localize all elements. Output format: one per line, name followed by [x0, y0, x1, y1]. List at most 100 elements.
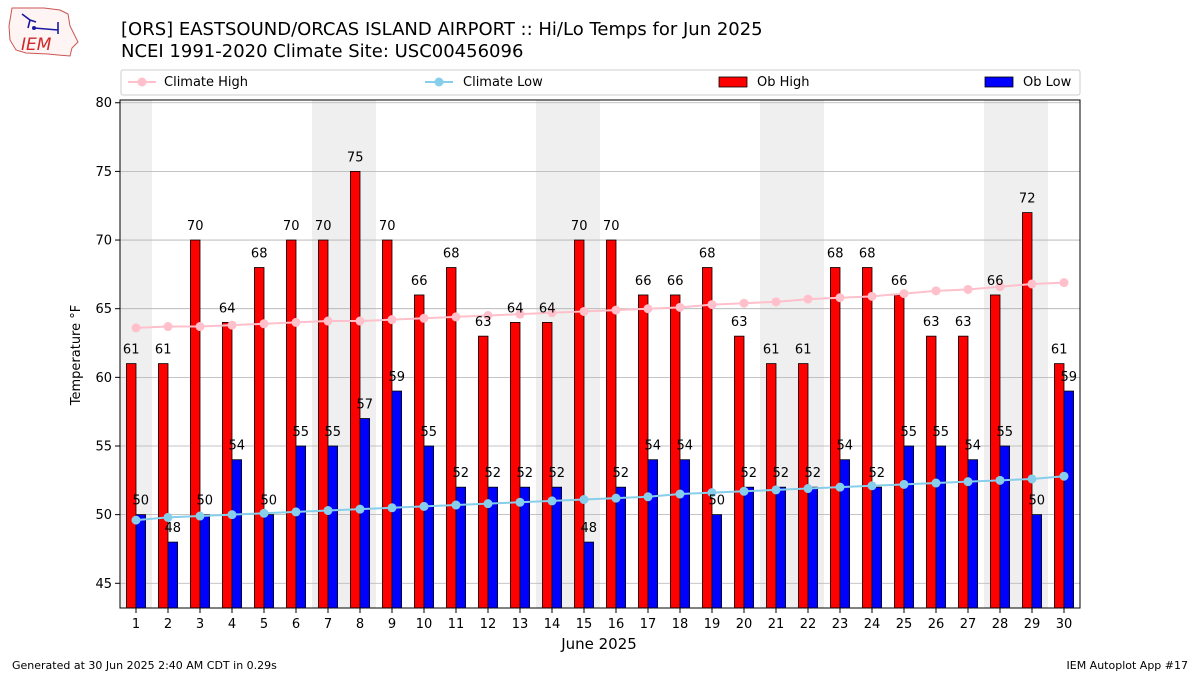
climate-high-point-day-14	[547, 308, 557, 318]
x-tick-label-29: 29	[1024, 617, 1041, 632]
climate-high-point-day-8	[355, 316, 365, 326]
ob-low-bar-day-2	[167, 541, 179, 609]
chart-title: [ORS] EASTSOUND/ORCAS ISLAND AIRPORT :: …	[121, 19, 763, 40]
ob-low-label-day-6: 55	[293, 425, 310, 440]
ob-high-bar-day-29	[1022, 212, 1033, 609]
ob-low-label-day-22: 52	[805, 466, 822, 481]
ob-high-bar-day-24	[862, 267, 873, 609]
climate-high-point-day-6	[291, 317, 301, 327]
legend-ob-low-swatch	[984, 76, 1014, 88]
x-tick-label-23: 23	[832, 617, 849, 632]
climate-high-point-day-17	[643, 304, 653, 314]
climate-low-point-day-4	[227, 510, 237, 520]
ob-low-bar-day-1	[135, 514, 147, 609]
ob-high-label-day-26: 63	[923, 315, 940, 330]
ob-low-bar-day-19	[711, 514, 723, 609]
climate-high-point-day-27	[963, 284, 973, 294]
climate-high-point-day-23	[835, 293, 845, 303]
ob-high-label-day-5: 68	[251, 247, 268, 262]
ob-low-bar-day-29	[1031, 514, 1043, 609]
climate-low-point-day-3	[195, 511, 205, 521]
iem-logo: IEM	[8, 7, 79, 57]
legend-climate-low-label: Climate Low	[463, 75, 543, 90]
climate-low-point-day-18	[675, 489, 685, 499]
y-tick-label-80: 80	[95, 96, 112, 111]
x-tick-label-1: 1	[132, 617, 140, 632]
climate-low-point-day-20	[739, 486, 749, 496]
climate-low-point-day-1	[131, 515, 141, 525]
climate-high-point-day-11	[451, 312, 461, 322]
climate-high-point-day-1	[131, 323, 141, 333]
y-tick-label-55: 55	[95, 439, 112, 454]
ob-low-bar-day-9	[391, 390, 403, 609]
ob-low-label-day-28: 55	[997, 425, 1014, 440]
ob-high-label-day-4: 64	[219, 301, 236, 316]
y-axis-label: Temperature °F	[69, 305, 84, 406]
climate-low-point-day-21	[771, 485, 781, 495]
climate-high-point-day-21	[771, 297, 781, 307]
ob-high-label-day-28: 66	[987, 274, 1004, 289]
ob-low-bar-day-26	[935, 445, 947, 609]
x-tick-label-9: 9	[388, 617, 396, 632]
ob-low-label-day-4: 54	[229, 439, 246, 454]
climate-high-point-day-5	[259, 319, 269, 329]
legend-climate-low: Climate Low	[425, 75, 543, 90]
climate-low-point-day-6	[291, 507, 301, 517]
ob-low-label-day-24: 52	[869, 466, 886, 481]
climate-low-point-day-11	[451, 500, 461, 510]
x-tick-label-30: 30	[1056, 617, 1073, 632]
ob-low-bar-day-6	[295, 445, 307, 609]
climate-high-line	[135, 281, 1065, 329]
climate-low-point-day-24	[867, 481, 877, 491]
ob-high-bar-day-30	[1054, 363, 1065, 609]
ob-low-label-day-25: 55	[901, 425, 918, 440]
climate-low-point-day-7	[323, 506, 333, 516]
ob-high-bar-day-27	[958, 335, 969, 609]
chart-subtitle: NCEI 1991-2020 Climate Site: USC00456096	[121, 41, 523, 62]
climate-low-point-day-27	[963, 477, 973, 487]
climate-low-point-day-15	[579, 495, 589, 505]
climate-high-point-day-20	[739, 298, 749, 308]
ob-high-label-day-22: 61	[795, 343, 812, 358]
ob-high-label-day-2: 61	[155, 343, 172, 358]
ob-high-bar-day-9	[381, 239, 393, 609]
legend-climate-high-marker	[137, 77, 147, 87]
ob-high-label-day-1: 61	[123, 343, 140, 358]
y-tick-label-70: 70	[95, 234, 112, 249]
climate-low-point-day-22	[803, 484, 813, 494]
climate-low-point-day-26	[931, 478, 941, 488]
ob-low-bar-day-24	[871, 486, 883, 609]
ob-low-label-day-3: 50	[197, 494, 214, 509]
x-tick-label-16: 16	[608, 617, 625, 632]
legend: Climate High Climate Low Ob High Ob Low	[120, 69, 1081, 96]
ob-low-bar-day-23	[839, 459, 851, 609]
climate-low-point-day-30	[1059, 471, 1069, 481]
gridlines	[120, 102, 1080, 584]
x-tick-label-7: 7	[324, 617, 332, 632]
ob-high-label-day-6: 70	[283, 219, 300, 234]
ob-low-bar-day-28	[999, 445, 1011, 609]
bar-value-labels: 61 61 70 64 68 70 70 75 70 66 68 63 64 64 70 70 66 66 68 63…	[123, 150, 1077, 536]
x-tick-label-2: 2	[164, 617, 172, 632]
ob-high-label-day-8: 75	[347, 150, 364, 165]
ob-low-label-day-18: 54	[677, 439, 694, 454]
x-tick-label-11: 11	[448, 617, 465, 632]
y-tick-label-45: 45	[95, 577, 112, 592]
y-tick-label-60: 60	[95, 371, 112, 386]
climate-low-point-day-16	[611, 493, 621, 503]
ob-low-label-day-5: 50	[261, 494, 278, 509]
ob-low-bar-day-20	[743, 486, 755, 609]
climate-low-point-day-28	[995, 475, 1005, 485]
legend-ob-low-label: Ob Low	[1023, 75, 1072, 90]
climate-high-point-day-25	[899, 289, 909, 299]
x-tick-label-19: 19	[704, 617, 721, 632]
legend-ob-high-swatch	[718, 76, 748, 88]
x-tick-label-4: 4	[228, 617, 236, 632]
climate-high-point-day-9	[387, 315, 397, 325]
ob-high-bar-day-3	[189, 239, 201, 609]
ob-high-bar-day-10	[413, 294, 425, 609]
ob-high-label-day-24: 68	[859, 247, 876, 262]
climate-low-line	[135, 475, 1065, 522]
